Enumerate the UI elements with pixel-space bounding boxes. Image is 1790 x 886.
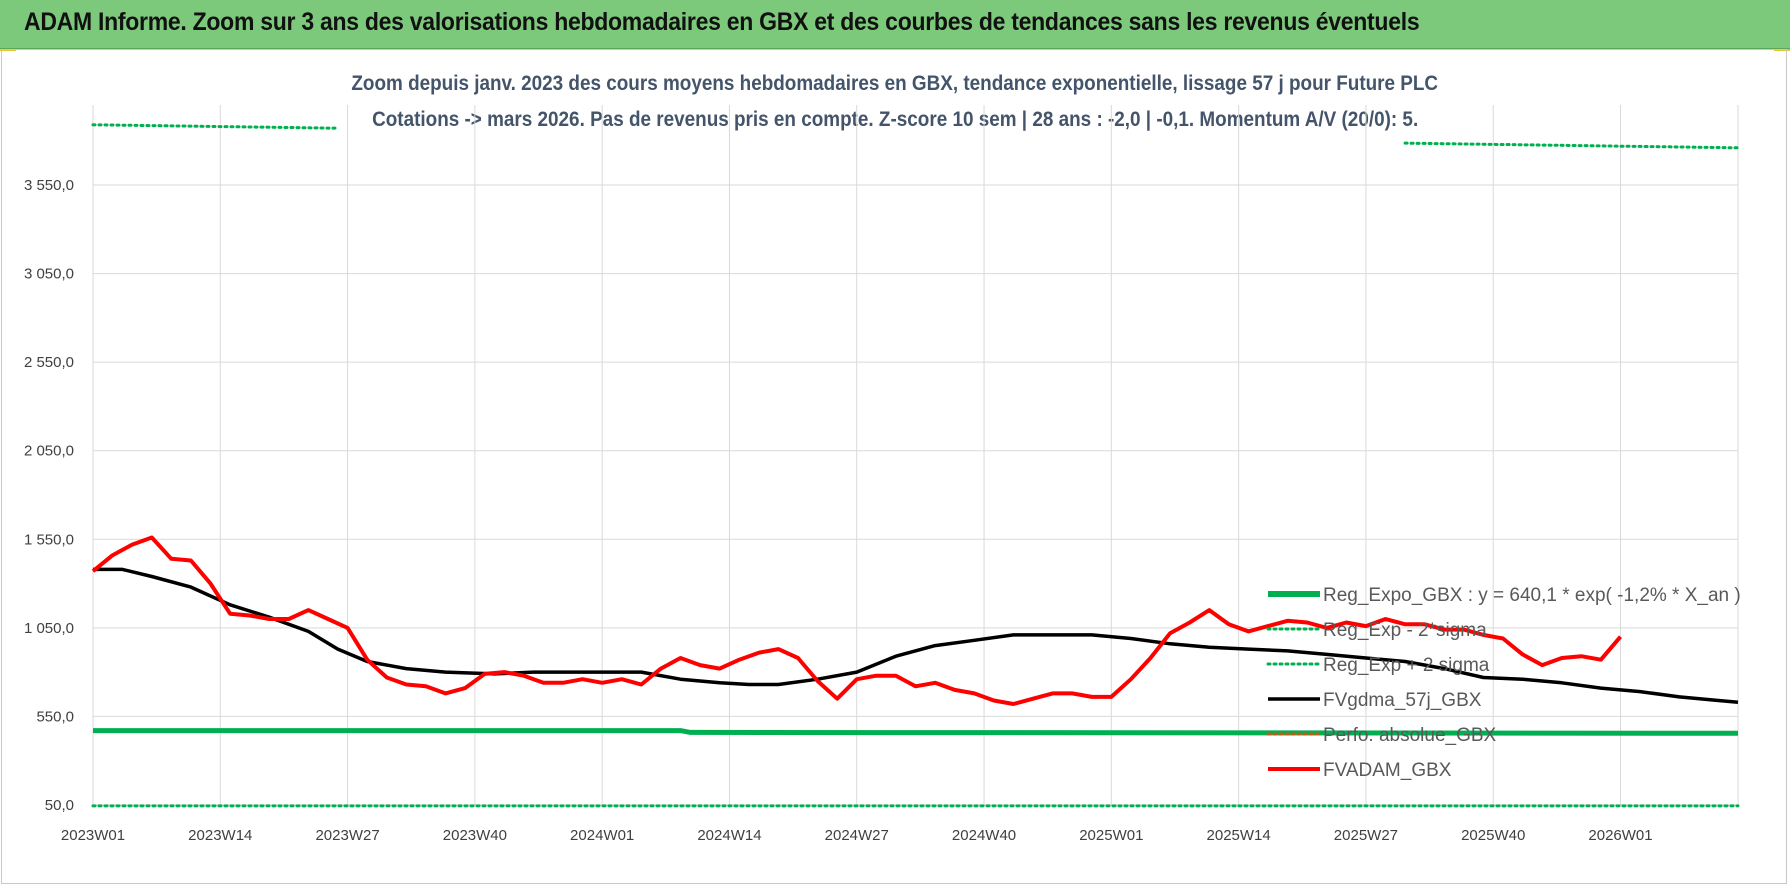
y-tick-label: 1 050,0	[24, 620, 74, 637]
x-tick-label: 2024W27	[825, 827, 889, 844]
x-tick-label: 2023W40	[443, 827, 507, 844]
y-tick-label: 2 050,0	[24, 443, 74, 460]
chart-title-line-2: Cotations -> mars 2026. Pas de revenus p…	[371, 108, 1419, 131]
y-tick-label: 1 550,0	[24, 531, 74, 548]
legend-label-perfo: Perfo. absolue_GBX	[1323, 725, 1497, 746]
x-tick-label: 2023W01	[61, 827, 125, 844]
page-banner: ADAM Informe. Zoom sur 3 ans des valoris…	[0, 0, 1790, 49]
series-line-fvgdma	[93, 567, 1739, 705]
x-tick-label: 2025W01	[1079, 827, 1143, 844]
banner-corner-accent	[0, 49, 16, 51]
y-tick-label: 50,0	[45, 797, 74, 814]
x-tick-label: 2025W40	[1461, 827, 1525, 844]
x-tick-label: 2023W14	[188, 827, 252, 844]
legend-label-sigma_plus: Reg_Exp + 2 sigma	[1323, 655, 1490, 676]
series-line-fvadam	[91, 535, 1623, 706]
page-title: ADAM Informe. Zoom sur 3 ans des valoris…	[24, 8, 1420, 36]
x-tick-label: 2024W40	[952, 827, 1016, 844]
x-tick-label: 2026W01	[1588, 827, 1652, 844]
x-tick-label: 2024W14	[697, 827, 761, 844]
series-line-sigma_plus	[1403, 141, 1740, 150]
x-tick-label: 2025W14	[1207, 827, 1271, 844]
legend-label-fvgdma: FVgdma_57j_GBX	[1323, 690, 1482, 711]
y-tick-label: 3 050,0	[24, 266, 74, 283]
series-line-sigma_plus	[91, 123, 340, 130]
x-tick-label: 2025W27	[1334, 827, 1398, 844]
y-tick-label: 2 550,0	[24, 354, 74, 371]
y-tick-label: 3 550,0	[24, 177, 74, 194]
chart-title-line-1: Zoom depuis janv. 2023 des cours moyens …	[351, 72, 1439, 95]
legend-label-reg_expo: Reg_Expo_GBX : y = 640,1 * exp( -1,2% * …	[1323, 585, 1741, 606]
series-line-reg_expo	[93, 728, 1739, 736]
legend-label-sigma_minus: Reg_Exp - 2*sigma	[1323, 620, 1487, 641]
y-tick-label: 550,0	[36, 708, 74, 725]
legend-label-fvadam: FVADAM_GBX	[1323, 760, 1452, 781]
x-tick-label: 2024W01	[570, 827, 634, 844]
banner-corner-accent	[1774, 49, 1790, 51]
x-tick-label: 2023W27	[315, 827, 379, 844]
chart-frame	[1, 49, 1787, 884]
